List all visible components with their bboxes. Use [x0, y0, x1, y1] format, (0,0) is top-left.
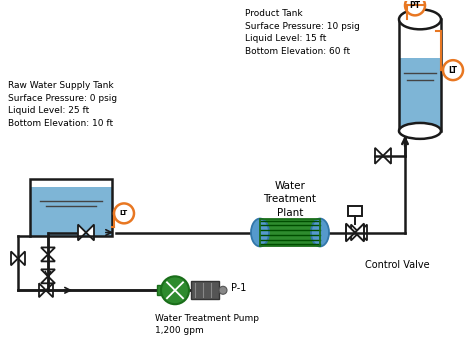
Bar — [157, 285, 161, 295]
Polygon shape — [359, 224, 367, 241]
Ellipse shape — [311, 219, 329, 246]
Circle shape — [161, 276, 189, 304]
Bar — [260, 219, 320, 246]
Ellipse shape — [399, 123, 441, 139]
Polygon shape — [355, 224, 364, 242]
Ellipse shape — [251, 219, 269, 246]
Bar — [30, 179, 112, 237]
Bar — [348, 206, 362, 215]
Polygon shape — [78, 224, 86, 241]
Text: PT: PT — [410, 1, 420, 10]
Circle shape — [219, 286, 227, 294]
Bar — [399, 19, 441, 131]
Polygon shape — [383, 148, 391, 164]
Polygon shape — [41, 255, 55, 261]
Polygon shape — [46, 283, 53, 297]
Text: Raw Water Supply Tank
Surface Pressure: 0 psig
Liquid Level: 25 ft
Bottom Elevat: Raw Water Supply Tank Surface Pressure: … — [8, 81, 117, 127]
Bar — [260, 219, 320, 246]
Circle shape — [405, 0, 425, 15]
Polygon shape — [11, 251, 18, 265]
Polygon shape — [18, 251, 25, 265]
Polygon shape — [375, 148, 383, 164]
Text: Water Treatment Pump
1,200 gpm: Water Treatment Pump 1,200 gpm — [155, 314, 259, 335]
Bar — [191, 281, 219, 299]
Text: LT: LT — [120, 210, 128, 216]
Bar — [30, 187, 112, 237]
Polygon shape — [41, 269, 55, 276]
Bar — [399, 59, 441, 131]
Circle shape — [114, 204, 134, 223]
Polygon shape — [39, 283, 46, 297]
Text: P-1: P-1 — [231, 283, 246, 293]
Polygon shape — [41, 276, 55, 283]
Text: LT: LT — [448, 66, 457, 75]
Text: Product Tank
Surface Pressure: 10 psig
Liquid Level: 15 ft
Bottom Elevation: 60 : Product Tank Surface Pressure: 10 psig L… — [245, 9, 360, 56]
Polygon shape — [86, 224, 94, 241]
Ellipse shape — [399, 9, 441, 29]
Polygon shape — [351, 224, 359, 241]
Text: Water
Treatment
Plant: Water Treatment Plant — [264, 181, 317, 218]
Circle shape — [443, 60, 463, 80]
Polygon shape — [41, 247, 55, 255]
Polygon shape — [346, 224, 355, 242]
Text: Control Valve: Control Valve — [365, 260, 429, 270]
